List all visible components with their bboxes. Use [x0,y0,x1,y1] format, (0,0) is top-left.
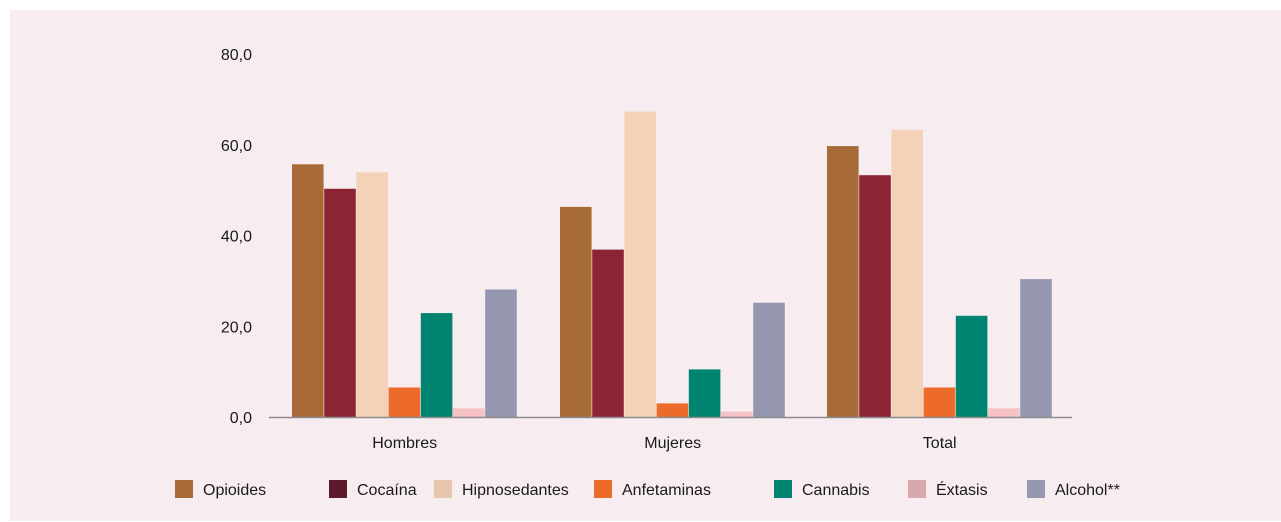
category-label: Total [923,435,957,452]
bar-xtasis-hombres [453,408,485,417]
y-tick-label: 40,0 [221,229,252,246]
legend-swatch [329,480,347,498]
legend-swatch [774,480,792,498]
bar-chart: 0,0 20,0 40,0 60,0 80,0 Hombres Mujeres Total Op… [175,47,1120,499]
bar-cannabis-hombres [420,313,453,417]
category-label: Hombres [372,435,437,452]
legend-swatch [434,480,452,498]
legend-label: Éxtasis [936,480,988,499]
y-tick-label: 80,0 [221,47,252,64]
bar-cocana-mujeres [592,249,624,417]
legend-swatch [175,480,193,498]
y-tick-label: 60,0 [221,138,252,155]
bar-xtasis-total [988,408,1020,417]
legend-swatch [594,480,612,498]
bar-hipnosedantes-hombres [356,172,388,417]
bar-opioides-hombres [292,164,324,417]
bar-cannabis-mujeres [688,369,721,417]
bar-alcohol-mujeres [753,302,785,417]
legend-label: Cocaína [357,482,417,499]
bar-anfetaminas-mujeres [656,403,689,417]
legend-swatch [1027,480,1045,498]
legend-label: Opioides [203,482,266,499]
y-tick-label: 20,0 [221,319,252,336]
legend-label: Anfetaminas [622,482,711,499]
legend-swatch [908,480,926,498]
chart-panel: 0,0 20,0 40,0 60,0 80,0 Hombres Mujeres Total Op… [10,10,1281,521]
bar-opioides-total [827,146,859,417]
bar-hipnosedantes-total [891,129,923,418]
bar-alcohol-hombres [485,289,517,417]
bar-alcohol-total [1020,279,1052,417]
legend-label: Cannabis [802,482,870,499]
bar-opioides-mujeres [560,206,592,417]
bar-hipnosedantes-mujeres [624,111,656,417]
bar-anfetaminas-total [923,387,956,417]
bar-cannabis-total [955,315,988,417]
legend-label: Hipnosedantes [462,482,569,499]
y-tick-label: 0,0 [230,410,252,427]
legend-label: Alcohol** [1055,482,1120,499]
bar-cocana-hombres [324,188,356,417]
bar-anfetaminas-hombres [388,387,421,417]
category-label: Mujeres [644,435,701,452]
bar-cocana-total [859,175,891,417]
bar-xtasis-mujeres [721,411,753,417]
